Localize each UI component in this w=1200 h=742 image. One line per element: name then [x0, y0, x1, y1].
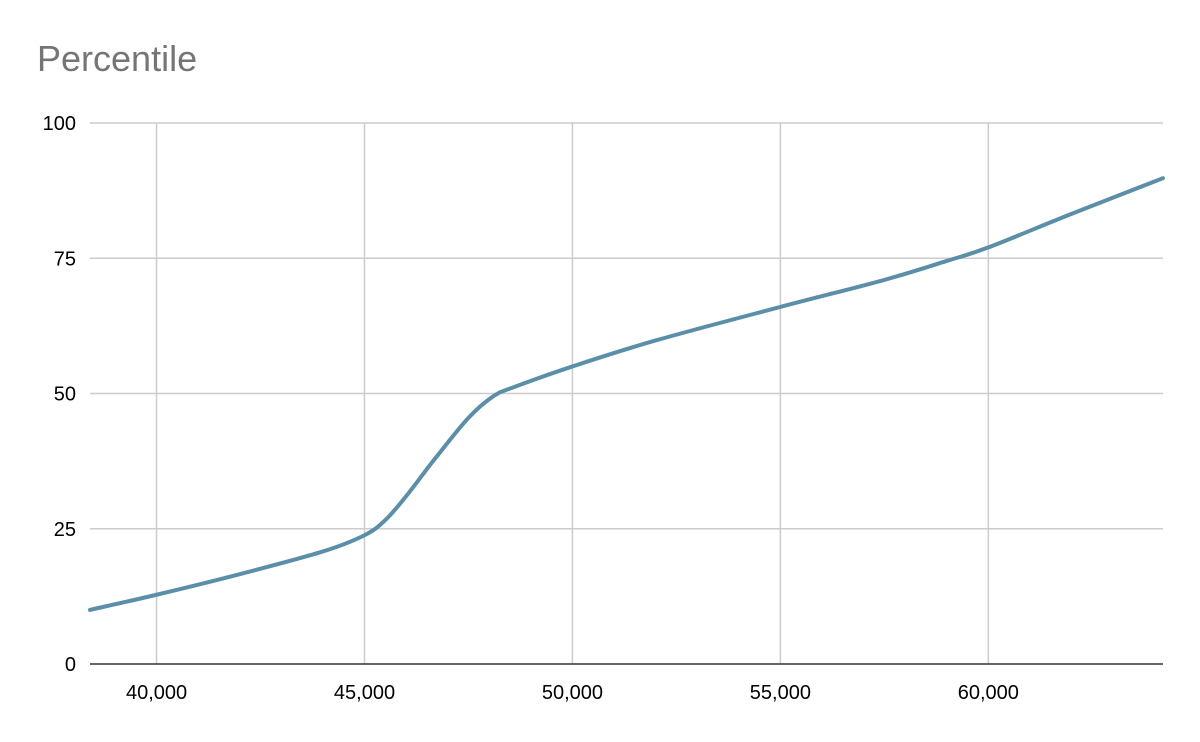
x-tick-label: 60,000	[958, 682, 1019, 704]
chart-title: Percentile	[37, 38, 198, 79]
x-tick-label: 40,000	[126, 682, 187, 704]
y-tick-label: 75	[54, 248, 76, 270]
series-line	[88, 176, 1165, 612]
y-tick-label: 50	[54, 384, 76, 406]
x-tick-label: 50,000	[542, 682, 603, 704]
y-tick-label: 0	[65, 654, 76, 676]
y-tick-label: 100	[43, 113, 76, 135]
x-tick-label: 45,000	[334, 682, 395, 704]
x-tick-label: 55,000	[750, 682, 811, 704]
y-tick-label: 25	[54, 519, 76, 541]
